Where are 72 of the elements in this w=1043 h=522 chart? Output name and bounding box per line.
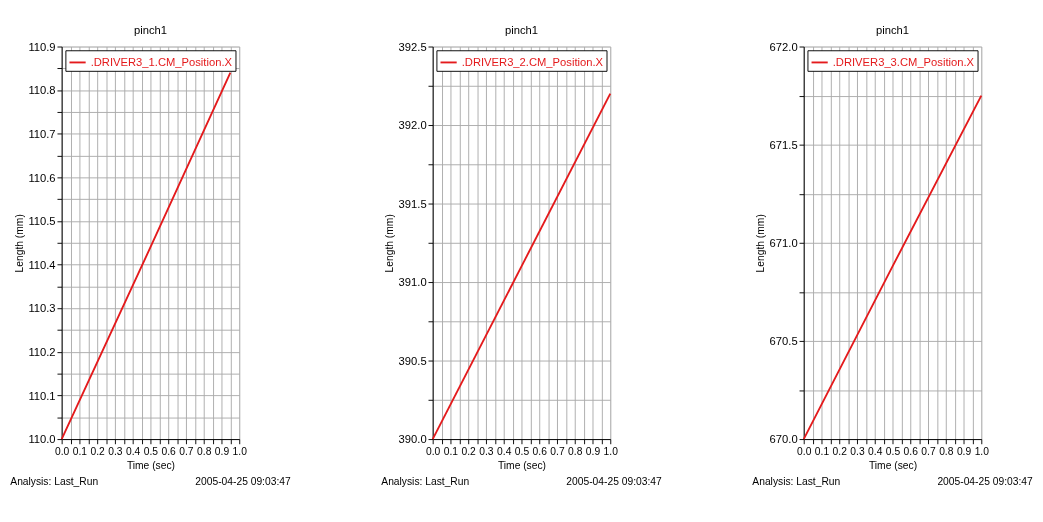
y-tick-label: 391.5 xyxy=(398,197,427,210)
x-tick-label: 0.9 xyxy=(585,445,601,457)
x-tick-label: 0.5 xyxy=(143,445,159,457)
chart-title: pinch1 xyxy=(876,24,910,37)
x-tick-label: 0.4 xyxy=(497,445,512,457)
x-tick-label: 0.5 xyxy=(514,445,530,457)
x-tick-label: 0.3 xyxy=(479,445,494,457)
x-tick-label: 0.8 xyxy=(568,445,583,457)
x-tick-label: 0.4 xyxy=(868,445,883,457)
x-tick-label: 0.0 xyxy=(797,445,812,457)
x-tick-label: 0.1 xyxy=(72,445,88,457)
x-tick-label: 0.2 xyxy=(832,445,848,457)
x-tick-label: 0.3 xyxy=(850,445,865,457)
x-tick-label: 0.6 xyxy=(903,445,919,457)
y-tick-label: 110.8 xyxy=(28,84,56,97)
x-tick-label: 0.0 xyxy=(55,445,70,457)
x-tick-label: 0.7 xyxy=(179,445,194,457)
legend-label: .DRIVER3_2.CM_Position.X xyxy=(461,56,604,69)
y-tick-label: 110.1 xyxy=(28,389,56,402)
x-tick-label: 0.8 xyxy=(939,445,954,457)
legend-label: .DRIVER3_3.CM_Position.X xyxy=(832,56,975,69)
x-tick-label: 0.2 xyxy=(461,445,477,457)
text: 2005-04-25 09:03:47 xyxy=(566,475,662,487)
x-tick-label: 0.7 xyxy=(921,445,936,457)
x-tick-label: 0.9 xyxy=(956,445,972,457)
x-tick-label: 0.2 xyxy=(90,445,106,457)
text: Analysis: Last_Run xyxy=(381,475,470,487)
x-tick-label: 1.0 xyxy=(603,445,619,457)
text: Analysis: Last_Run xyxy=(752,475,841,487)
y-tick-label: 110.0 xyxy=(28,433,56,446)
y-tick-label: 390.5 xyxy=(398,354,427,367)
x-axis-title: Time (sec) xyxy=(497,459,547,471)
x-tick-label: 0.1 xyxy=(443,445,459,457)
x-tick-label: 0.3 xyxy=(108,445,123,457)
y-tick-label: 110.6 xyxy=(28,171,56,184)
x-axis-title: Time (sec) xyxy=(868,459,918,471)
x-tick-label: 1.0 xyxy=(974,445,990,457)
y-axis-title: Length (mm) xyxy=(13,214,25,273)
x-tick-label: 0.1 xyxy=(814,445,830,457)
text: 2005-04-25 09:03:47 xyxy=(937,475,1034,487)
x-tick-label: 0.8 xyxy=(197,445,212,457)
x-tick-label: 0.7 xyxy=(550,445,565,457)
x-tick-label: 1.0 xyxy=(232,445,248,457)
y-axis-title: Length (mm) xyxy=(383,214,395,273)
y-tick-label: 110.9 xyxy=(28,40,56,53)
y-tick-label: 110.7 xyxy=(28,127,56,140)
legend-label: .DRIVER3_1.CM_Position.X xyxy=(90,56,233,69)
text: 2005-04-25 09:03:47 xyxy=(195,475,291,487)
x-tick-label: 0.4 xyxy=(126,445,141,457)
chart-title: pinch1 xyxy=(504,24,539,37)
y-tick-label: 392.5 xyxy=(398,40,427,53)
x-tick-label: 0.6 xyxy=(532,445,548,457)
x-tick-label: 0.0 xyxy=(426,445,441,457)
y-tick-label: 110.3 xyxy=(28,302,56,315)
chart-title: pinch1 xyxy=(133,24,167,37)
y-tick-label: 671.5 xyxy=(769,138,798,151)
y-tick-label: 391.0 xyxy=(398,276,427,289)
x-tick-label: 0.5 xyxy=(885,445,901,457)
y-tick-label: 670.0 xyxy=(769,433,798,446)
y-tick-label: 110.4 xyxy=(28,258,56,271)
x-tick-label: 0.9 xyxy=(214,445,230,457)
y-tick-label: 110.5 xyxy=(28,215,56,228)
text: Analysis: Last_Run xyxy=(10,475,99,487)
y-tick-label: 110.2 xyxy=(28,346,56,359)
x-axis-title: Time (sec) xyxy=(126,459,175,471)
y-tick-label: 671.0 xyxy=(769,237,798,250)
y-tick-label: 392.0 xyxy=(398,119,427,132)
y-tick-label: 390.0 xyxy=(398,433,427,446)
y-tick-label: 672.0 xyxy=(769,40,798,53)
y-tick-label: 670.5 xyxy=(769,335,798,348)
y-axis-title: Length (mm) xyxy=(755,214,766,273)
x-tick-label: 0.6 xyxy=(161,445,177,457)
